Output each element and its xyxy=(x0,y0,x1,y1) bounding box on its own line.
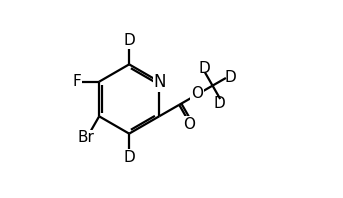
Text: N: N xyxy=(154,73,166,91)
Text: D: D xyxy=(213,96,225,111)
Text: O: O xyxy=(183,117,195,132)
Text: D: D xyxy=(123,150,135,165)
Text: D: D xyxy=(224,70,236,86)
Text: O: O xyxy=(191,86,203,101)
Text: F: F xyxy=(72,74,81,89)
Text: Br: Br xyxy=(78,130,95,145)
Text: D: D xyxy=(123,33,135,48)
Text: D: D xyxy=(198,61,210,76)
